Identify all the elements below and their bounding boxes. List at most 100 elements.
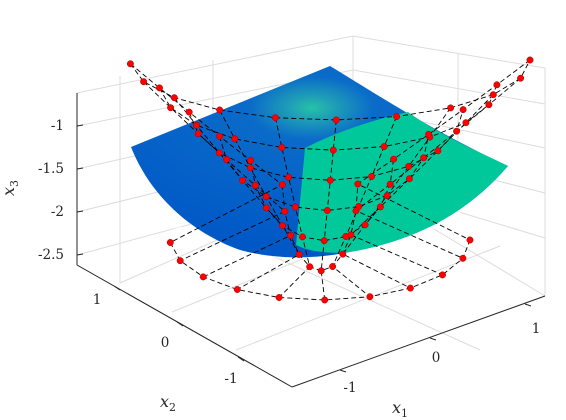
control-point [185,108,193,116]
x3-ticks: -1 -1.5 -2 -2.5 [38,118,84,263]
control-point [299,233,306,241]
control-point [439,271,446,279]
control-point [493,81,501,89]
control-point [167,104,175,112]
x2-axis-label: x2 [160,392,176,414]
x1-tick-label: 1 [532,321,541,337]
x2-tick-label: 1 [93,292,102,308]
control-point [262,204,270,212]
control-point [459,254,467,262]
surface-patch [131,66,508,261]
control-point [251,182,259,189]
control-point [246,164,254,172]
x2-tick-label: -1 [224,371,237,387]
control-point [406,284,414,292]
control-point [517,74,525,82]
control-point [271,114,279,122]
control-point [279,222,286,230]
control-point [332,116,340,124]
control-point [466,236,474,244]
control-point [262,193,270,201]
control-point [329,146,337,154]
control-point [323,207,331,214]
axis-labels: x3 x2 x1 [0,180,408,420]
control-point [285,173,293,181]
control-point [193,121,200,129]
control-point [434,147,442,155]
control-point [390,155,398,163]
x1-tick-label: 0 [432,350,441,366]
control-point [526,56,534,64]
control-point [199,273,207,281]
control-point [489,91,497,99]
control-point [361,221,369,229]
control-point [386,180,394,188]
control-point [156,84,163,92]
control-point [425,130,433,138]
control-point [194,130,202,138]
control-point [233,286,241,293]
control-point [459,106,467,114]
control-point [420,154,428,162]
x1-tick-label: -1 [343,380,356,396]
x2-ticks: 1 0 -1 [93,285,245,387]
control-point [405,162,413,170]
axis-lines [76,93,546,388]
control-point [352,207,360,215]
control-point [368,173,376,180]
control-point [326,176,334,184]
control-point [447,104,455,112]
control-point [453,127,461,135]
x1-axis-label: x1 [392,398,408,420]
surface-green [296,112,508,253]
control-point [247,157,255,164]
control-point [287,232,295,239]
control-point [231,135,239,143]
control-point [354,180,362,188]
control-point [295,251,303,258]
control-point [281,207,289,215]
control-point [393,113,401,121]
control-point [239,176,246,184]
control-point [321,296,329,304]
control-point [339,250,347,258]
control-point [216,106,224,114]
control-point [347,231,355,239]
control-point [485,101,493,109]
net-line [188,109,464,181]
control-point [215,149,223,157]
control-point [126,60,134,68]
x1-ticks: -1 0 1 [339,303,541,396]
control-point [176,257,184,265]
control-point [170,94,178,102]
net-line [250,159,394,242]
control-point [462,119,470,127]
x1-axis-line [291,295,546,388]
x3-tick-label: -2.5 [38,247,64,263]
control-point [275,294,283,301]
control-point [140,78,148,86]
control-point [278,144,286,151]
control-point [380,143,388,151]
x3-tick-label: -2 [51,204,64,220]
x3-axis-label: x3 [0,180,21,196]
control-point [291,203,299,211]
control-points [126,56,534,304]
control-point [376,203,384,211]
x2-tick-label: 0 [161,335,170,351]
control-point [320,237,328,245]
control-point [166,239,174,246]
control-point [366,293,374,301]
control-point [278,181,286,189]
x3-tick-label: -1 [51,118,64,134]
x2-axis-line [76,264,293,388]
control-point [329,263,337,270]
control-point [317,267,325,275]
control-point [383,192,391,200]
control-point [405,175,413,183]
x3-tick-label: -1.5 [38,161,64,177]
control-point [216,132,224,140]
control-point [306,263,314,271]
